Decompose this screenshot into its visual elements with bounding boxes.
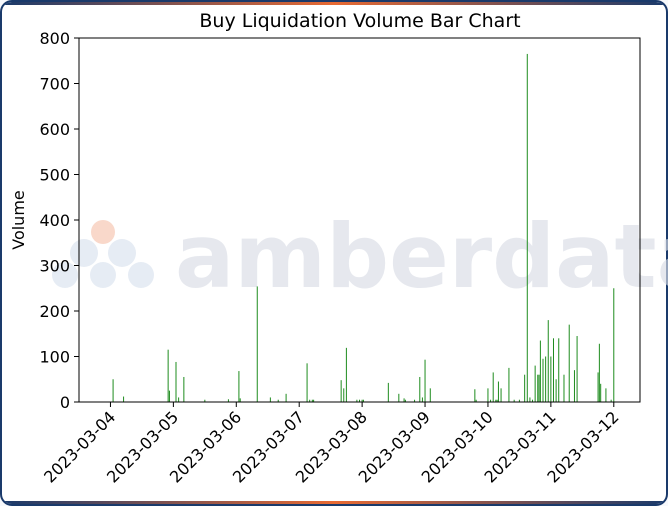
y-axis-label: Volume bbox=[9, 190, 28, 250]
bar bbox=[277, 399, 279, 402]
watermark-logo-bl-icon bbox=[52, 262, 78, 288]
bar bbox=[529, 397, 531, 402]
y-axis-ticks: 0 100 200 300 400 500 600 700 800 bbox=[39, 29, 79, 412]
bar bbox=[539, 340, 541, 402]
watermark-text: amberdata bbox=[175, 205, 668, 308]
y-tick-label: 600 bbox=[39, 120, 70, 139]
bar bbox=[311, 399, 313, 402]
bar bbox=[227, 399, 229, 402]
bar bbox=[414, 399, 416, 402]
bar bbox=[508, 367, 510, 403]
bar bbox=[361, 399, 363, 402]
y-tick-label: 100 bbox=[39, 348, 70, 367]
bar bbox=[542, 358, 544, 402]
bar bbox=[168, 390, 170, 403]
y-tick-label: 700 bbox=[39, 75, 70, 94]
bar bbox=[404, 399, 406, 402]
bar bbox=[526, 53, 528, 403]
bar bbox=[496, 399, 498, 402]
bar bbox=[175, 361, 177, 402]
bar bbox=[112, 379, 114, 402]
bar bbox=[538, 374, 540, 402]
bar bbox=[610, 399, 612, 402]
y-tick-label: 0 bbox=[60, 393, 70, 412]
bar bbox=[167, 349, 169, 402]
bar bbox=[387, 382, 389, 402]
bar bbox=[285, 393, 287, 402]
bar bbox=[555, 379, 557, 402]
bars-group bbox=[112, 53, 615, 403]
bar bbox=[500, 388, 502, 402]
bar bbox=[552, 338, 554, 402]
bar bbox=[419, 376, 421, 402]
bar bbox=[345, 347, 347, 402]
bar bbox=[613, 288, 615, 402]
bar bbox=[204, 399, 206, 402]
bar bbox=[547, 320, 549, 402]
bar bbox=[474, 389, 476, 402]
bar bbox=[545, 356, 547, 402]
bar bbox=[403, 398, 405, 402]
bar bbox=[597, 372, 599, 402]
bar bbox=[178, 397, 180, 402]
y-tick-label: 300 bbox=[39, 257, 70, 276]
x-axis-ticks: 2023-03-042023-03-052023-03-062023-03-07… bbox=[40, 402, 623, 487]
plot-area-border bbox=[78, 37, 641, 403]
bar bbox=[256, 286, 258, 402]
bar bbox=[475, 399, 477, 402]
bar bbox=[269, 397, 271, 402]
watermark-logo-br-icon bbox=[128, 262, 154, 288]
bar bbox=[487, 388, 489, 402]
bar bbox=[490, 399, 492, 402]
bar bbox=[600, 383, 602, 402]
bar bbox=[183, 376, 185, 402]
watermark-logo-bm-icon bbox=[90, 262, 116, 288]
frame-accent-top bbox=[2, 2, 666, 5]
watermark-logo-dot-icon bbox=[91, 220, 115, 244]
bar bbox=[534, 365, 536, 402]
bar bbox=[532, 399, 534, 402]
bar bbox=[495, 399, 497, 402]
bar bbox=[398, 393, 400, 402]
y-tick-label: 500 bbox=[39, 166, 70, 185]
bar bbox=[558, 338, 560, 402]
bar bbox=[309, 399, 311, 402]
bar bbox=[359, 399, 360, 402]
bar bbox=[518, 399, 520, 402]
y-tick-label: 800 bbox=[39, 29, 70, 48]
watermark-logo-left-icon bbox=[70, 239, 98, 267]
bar bbox=[340, 380, 342, 402]
bar bbox=[598, 343, 600, 402]
bar bbox=[429, 388, 431, 402]
bar bbox=[356, 399, 358, 402]
bar bbox=[362, 399, 364, 402]
frame-accent-bottom bbox=[2, 501, 666, 504]
watermark: amberdata bbox=[52, 205, 668, 308]
bar bbox=[550, 356, 552, 402]
bar bbox=[239, 398, 241, 402]
y-tick-label: 400 bbox=[39, 211, 70, 230]
bar bbox=[563, 374, 565, 402]
bar bbox=[424, 359, 426, 402]
bar bbox=[568, 324, 570, 402]
bar bbox=[343, 388, 345, 402]
bar bbox=[123, 396, 125, 402]
bar bbox=[605, 388, 607, 402]
bar bbox=[421, 397, 423, 402]
bar bbox=[238, 371, 240, 402]
bar bbox=[513, 399, 515, 402]
bar bbox=[492, 372, 494, 402]
chart-title: Buy Liquidation Volume Bar Chart bbox=[199, 10, 520, 32]
bar bbox=[537, 374, 539, 402]
bar bbox=[497, 381, 499, 402]
bar bbox=[524, 374, 526, 402]
watermark-logo-right-icon bbox=[108, 239, 136, 267]
bar bbox=[573, 370, 575, 402]
bar bbox=[313, 399, 315, 402]
bar bbox=[306, 363, 308, 402]
y-tick-label: 200 bbox=[39, 302, 70, 321]
bar bbox=[576, 336, 578, 402]
